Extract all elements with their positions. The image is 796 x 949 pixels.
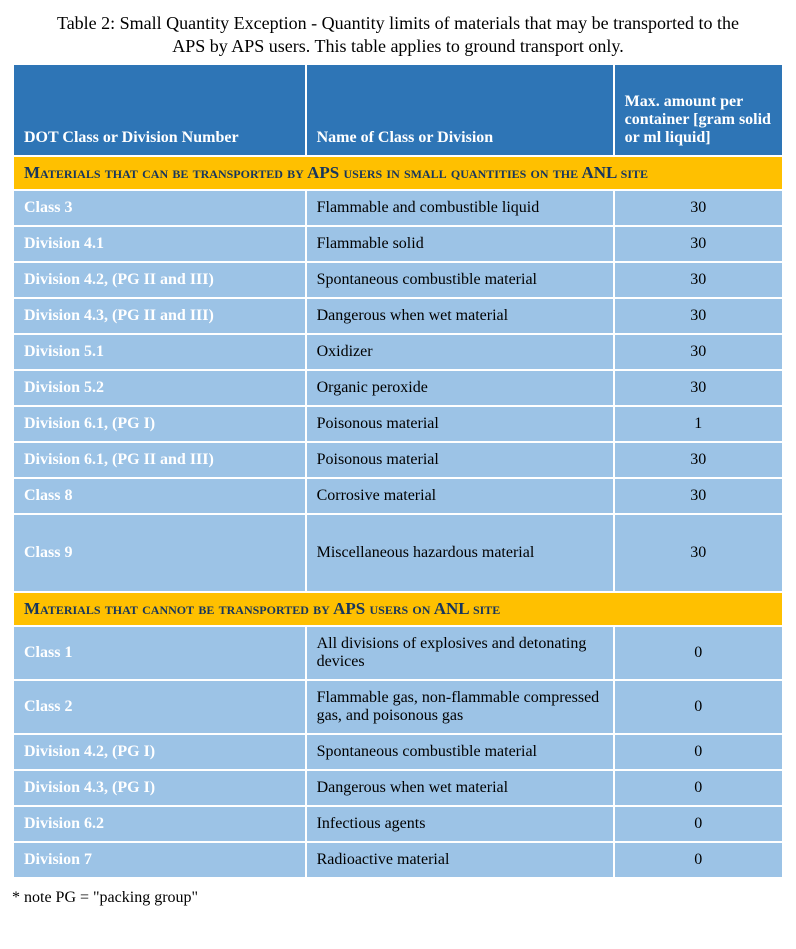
materials-table: DOT Class or Division Number Name of Cla… [12, 63, 784, 879]
table-row: Division 6.1, (PG I)Poisonous material1 [13, 406, 783, 442]
cell-name: Corrosive material [306, 478, 614, 514]
cell-name: Miscellaneous hazardous material [306, 514, 614, 592]
cell-class: Class 2 [13, 680, 306, 734]
cell-class: Division 5.2 [13, 370, 306, 406]
cell-class: Division 6.2 [13, 806, 306, 842]
cell-name: Flammable and combustible liquid [306, 190, 614, 226]
table-row: Division 4.3, (PG II and III)Dangerous w… [13, 298, 783, 334]
table-body: Materials that can be transported by APS… [13, 156, 783, 878]
cell-amount: 30 [614, 262, 783, 298]
table-row: Division 4.2, (PG I)Spontaneous combusti… [13, 734, 783, 770]
col-header-name: Name of Class or Division [306, 64, 614, 156]
cell-class: Division 6.1, (PG II and III) [13, 442, 306, 478]
table-row: Division 6.1, (PG II and III)Poisonous m… [13, 442, 783, 478]
table-row: Class 3Flammable and combustible liquid3… [13, 190, 783, 226]
cell-name: Spontaneous combustible material [306, 734, 614, 770]
table-row: Class 1All divisions of explosives and d… [13, 626, 783, 680]
cell-amount: 30 [614, 514, 783, 592]
cell-amount: 30 [614, 226, 783, 262]
cell-name: Flammable solid [306, 226, 614, 262]
cell-class: Division 4.2, (PG I) [13, 734, 306, 770]
cell-amount: 30 [614, 190, 783, 226]
cell-name: Poisonous material [306, 406, 614, 442]
col-header-amount: Max. amount per container [gram solid or… [614, 64, 783, 156]
cell-amount: 30 [614, 442, 783, 478]
cell-class: Division 7 [13, 842, 306, 878]
cell-name: Flammable gas, non-flammable compressed … [306, 680, 614, 734]
table-row: Division 6.2Infectious agents0 [13, 806, 783, 842]
cell-amount: 0 [614, 734, 783, 770]
cell-amount: 1 [614, 406, 783, 442]
cell-class: Class 3 [13, 190, 306, 226]
cell-amount: 0 [614, 806, 783, 842]
cell-name: Oxidizer [306, 334, 614, 370]
cell-amount: 0 [614, 680, 783, 734]
table-header-row: DOT Class or Division Number Name of Cla… [13, 64, 783, 156]
cell-class: Class 1 [13, 626, 306, 680]
cell-name: Dangerous when wet material [306, 770, 614, 806]
cell-name: Dangerous when wet material [306, 298, 614, 334]
cell-amount: 30 [614, 478, 783, 514]
cell-class: Class 8 [13, 478, 306, 514]
cell-name: Organic peroxide [306, 370, 614, 406]
table-row: Class 2Flammable gas, non-flammable comp… [13, 680, 783, 734]
cell-name: Poisonous material [306, 442, 614, 478]
cell-name: Infectious agents [306, 806, 614, 842]
table-row: Class 9Miscellaneous hazardous material3… [13, 514, 783, 592]
table-row: Division 4.2, (PG II and III)Spontaneous… [13, 262, 783, 298]
cell-name: Spontaneous combustible material [306, 262, 614, 298]
table-row: Division 5.1Oxidizer30 [13, 334, 783, 370]
table-row: Division 4.3, (PG I)Dangerous when wet m… [13, 770, 783, 806]
cell-amount: 0 [614, 770, 783, 806]
cell-class: Division 4.3, (PG II and III) [13, 298, 306, 334]
cell-class: Division 6.1, (PG I) [13, 406, 306, 442]
col-header-class: DOT Class or Division Number [13, 64, 306, 156]
cell-class: Division 4.3, (PG I) [13, 770, 306, 806]
table-row: Class 8Corrosive material30 [13, 478, 783, 514]
section-header: Materials that cannot be transported by … [13, 592, 783, 626]
cell-class: Division 4.1 [13, 226, 306, 262]
section-header: Materials that can be transported by APS… [13, 156, 783, 190]
table-row: Division 4.1Flammable solid30 [13, 226, 783, 262]
cell-class: Division 4.2, (PG II and III) [13, 262, 306, 298]
cell-amount: 0 [614, 842, 783, 878]
cell-class: Class 9 [13, 514, 306, 592]
cell-name: Radioactive material [306, 842, 614, 878]
footnote: * note PG = "packing group" [12, 889, 784, 907]
cell-class: Division 5.1 [13, 334, 306, 370]
table-row: Division 7Radioactive material0 [13, 842, 783, 878]
cell-amount: 30 [614, 370, 783, 406]
table-row: Division 5.2Organic peroxide30 [13, 370, 783, 406]
cell-amount: 30 [614, 298, 783, 334]
cell-amount: 30 [614, 334, 783, 370]
table-caption: Table 2: Small Quantity Exception - Quan… [42, 12, 754, 57]
cell-amount: 0 [614, 626, 783, 680]
cell-name: All divisions of explosives and detonati… [306, 626, 614, 680]
